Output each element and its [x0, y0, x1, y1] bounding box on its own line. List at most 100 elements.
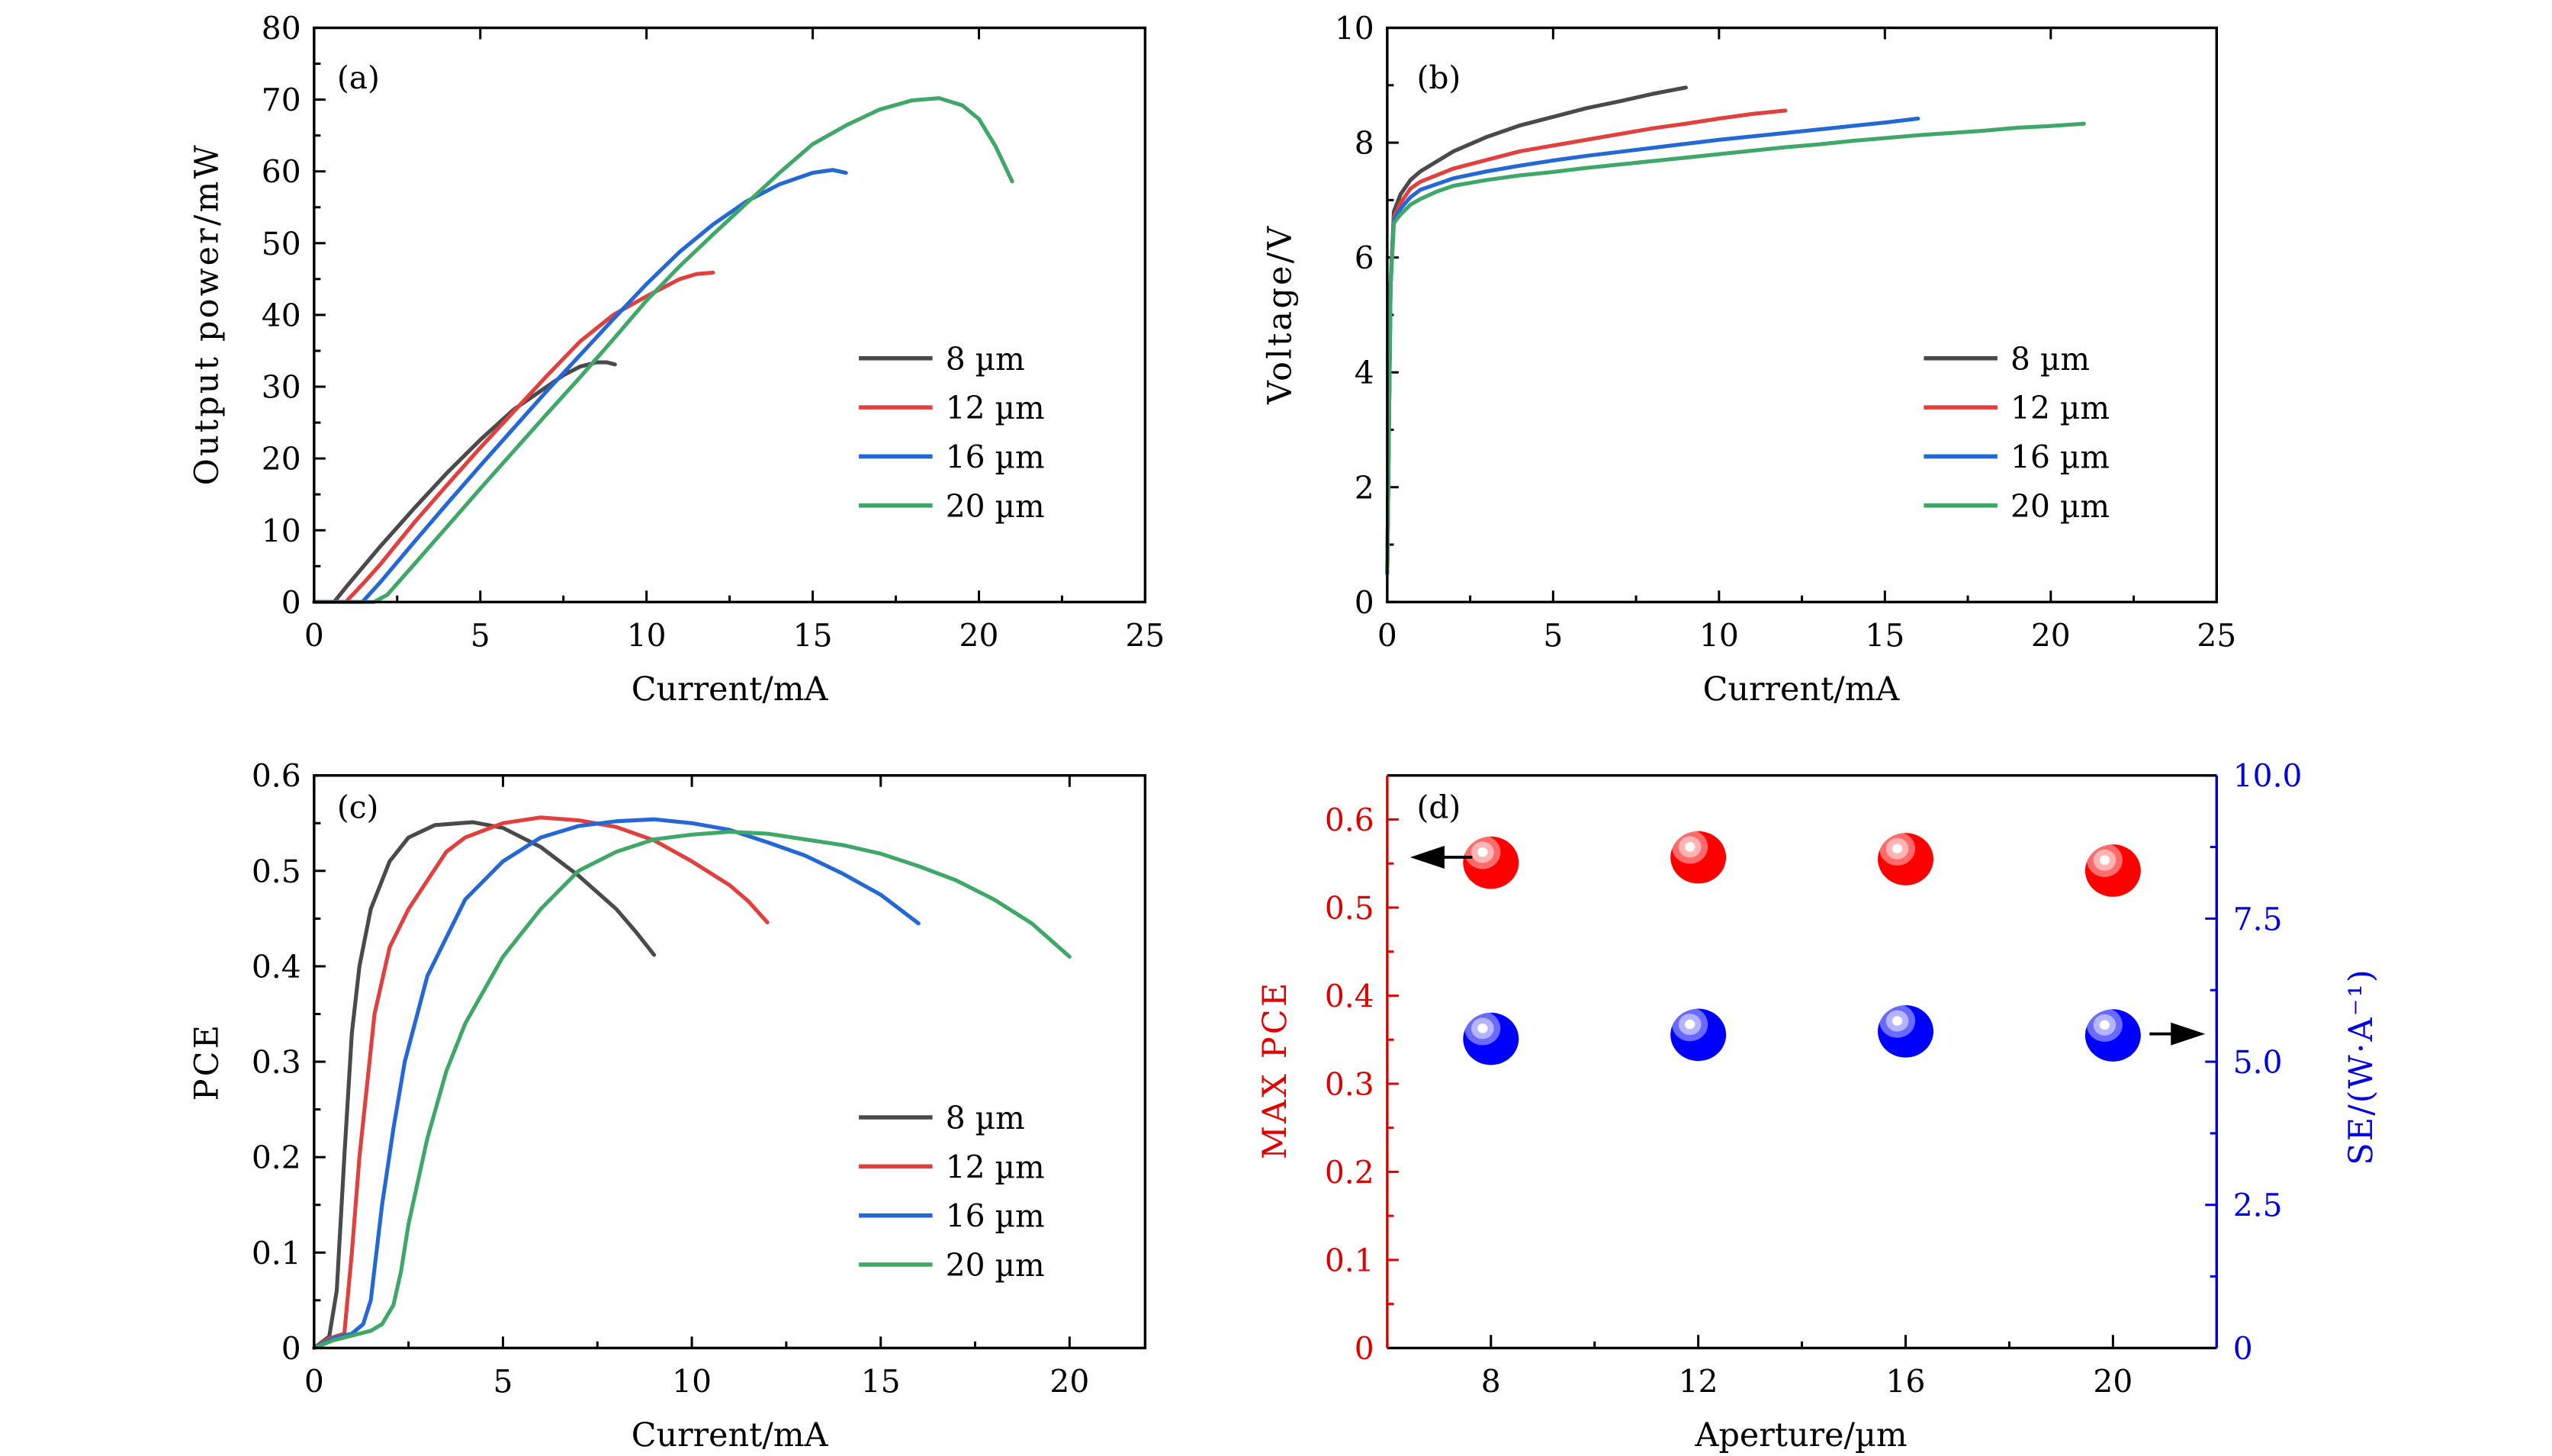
y-tick-label: 0.5: [1325, 890, 1374, 927]
series-line-12um: [312, 815, 770, 1350]
max-pce-point: [1463, 836, 1519, 889]
legend-label-8um: 8 µm: [946, 1100, 1025, 1136]
x-tick-label: 10: [672, 1363, 712, 1400]
panel-b-frame: [1386, 26, 2219, 604]
y-tick-label: 0.4: [252, 949, 301, 985]
y-tick-label: 0: [1355, 1330, 1374, 1367]
y2-tick-label: 5.0: [2233, 1044, 2283, 1081]
y-tick-label: 0.1: [1325, 1242, 1374, 1279]
legend-label-20um: 20 µm: [946, 488, 1045, 525]
x-tick-label: 5: [493, 1363, 513, 1400]
panel-b-label: (b): [1416, 59, 1461, 96]
y2-tick-label: 10.0: [2233, 758, 2303, 795]
y-tick-label: 4: [1355, 355, 1374, 391]
se-point: [1463, 1012, 1519, 1065]
y-tick-label: 0.1: [252, 1235, 301, 1271]
y2-tick-label: 7.5: [2233, 901, 2283, 937]
max-pce-point: [1670, 831, 1727, 884]
right-arrow-icon: [2149, 1022, 2206, 1046]
x-tick-label: 20: [2093, 1363, 2133, 1400]
se-point: [1670, 1008, 1727, 1062]
y-tick-label: 50: [262, 226, 301, 262]
panel-d-ylabel: MAX PCE: [1256, 981, 1294, 1160]
legend-label-12um: 12 µm: [2010, 390, 2110, 426]
y-tick-label: 60: [262, 154, 301, 191]
y2-tick-label: 0: [2233, 1330, 2253, 1367]
x-tick-label: 12: [1679, 1363, 1718, 1400]
panel-a-legend: 8 µm 12 µm 16 µm 20 µm: [859, 341, 1045, 525]
series-line-20um: [312, 96, 1014, 604]
x-tick-label: 15: [793, 617, 833, 654]
y-tick-label: 0.3: [252, 1044, 301, 1081]
y-tick-label: 70: [262, 82, 301, 119]
x-tick-label: 25: [1125, 617, 1165, 654]
y-tick-label: 0.2: [252, 1139, 301, 1176]
panel-c-label: (c): [337, 789, 379, 825]
y-tick-label: 8: [1355, 125, 1374, 162]
series-line-20um: [312, 829, 1072, 1350]
legend-label-16um: 16 µm: [946, 439, 1045, 475]
panel-d-xlabel: Aperture/µm: [1695, 1416, 1908, 1454]
y-tick-label: 10: [1335, 11, 1374, 47]
panel-c-legend: 8 µm 12 µm 16 µm 20 µm: [859, 1100, 1045, 1284]
series-line-16um: [1385, 116, 1920, 576]
y-tick-label: 20: [262, 441, 301, 477]
legend-label-8um: 8 µm: [946, 341, 1025, 378]
series-line-16um: [312, 817, 921, 1350]
panel-d-y2label: SE/(W·A⁻¹): [2342, 968, 2380, 1165]
y-tick-label: 0.4: [1325, 978, 1374, 1014]
legend-label-20um: 20 µm: [946, 1247, 1045, 1284]
panel-a-marks: 0 5 10 15 20 25 0 10 20 30 40 50 60 70 80: [262, 11, 1165, 654]
y-tick-label: 0: [281, 584, 301, 621]
x-tick-label: 15: [1865, 617, 1904, 654]
y-tick-label: 0: [1355, 584, 1374, 621]
panel-c-ylabel: PCE: [188, 1023, 226, 1101]
x-tick-label: 25: [2197, 617, 2236, 654]
y2-tick-label: 2.5: [2233, 1188, 2283, 1224]
legend-label-8um: 8 µm: [2010, 341, 2090, 378]
x-tick-label: 10: [627, 617, 667, 654]
panel-b-voltage: 0 5 10 15 20 25 0 2 4 6 8 10 (b) Current/mA Voltage…: [1261, 11, 2236, 709]
y-tick-label: 6: [1355, 240, 1374, 277]
x-tick-label: 16: [1886, 1363, 1926, 1400]
y-tick-label: 0: [281, 1330, 301, 1367]
panel-c-xlabel: Current/mA: [632, 1416, 829, 1454]
series-line-20um: [1385, 121, 2086, 576]
left-arrow-icon: [1409, 845, 1473, 869]
se-point: [1878, 1004, 1933, 1058]
panel-a-label: (a): [337, 59, 380, 96]
series-line-16um: [312, 168, 848, 604]
panel-a-xlabel: Current/mA: [632, 670, 829, 709]
y-tick-label: 0.5: [252, 853, 301, 890]
se-point: [2084, 1009, 2141, 1062]
panel-a-frame: [313, 26, 1147, 604]
series-line-8um: [312, 820, 657, 1350]
y-tick-label: 0.6: [252, 758, 301, 795]
y-tick-label: 0.3: [1325, 1066, 1374, 1103]
panel-d-marks: 8 12 16 20 0 0.1 0.2 0.3 0.4 0.5 0.6 0 2.5 5.0 7.5 10.0: [1325, 758, 2303, 1400]
series-line-12um: [312, 270, 715, 604]
x-tick-label: 5: [471, 617, 490, 654]
panel-a-output-power: 0 5 10 15 20 25 0 10 20 30 40 50 60 70 80 (a) Current/…: [188, 11, 1165, 709]
panel-d-max-pce-se: 8 12 16 20 0 0.1 0.2 0.3 0.4 0.5 0.6 0 2.5 5.0 7.5 10.0…: [1256, 758, 2380, 1454]
x-tick-label: 15: [861, 1363, 901, 1400]
legend-label-16um: 16 µm: [2010, 439, 2110, 475]
panel-a-ylabel: Output power/mW: [188, 143, 226, 485]
panel-b-marks: 0 5 10 15 20 25 0 2 4 6 8 10: [1335, 11, 2236, 654]
panel-b-legend: 8 µm 12 µm 16 µm 20 µm: [1924, 341, 2110, 525]
y-tick-label: 40: [262, 297, 301, 334]
legend-label-12um: 12 µm: [946, 390, 1045, 426]
panel-c-marks: 0 5 10 15 20 0 0.1 0.2 0.3 0.4 0.5 0.6: [252, 758, 1089, 1400]
max-pce-point: [2084, 844, 2141, 897]
x-tick-label: 5: [1543, 617, 1563, 654]
x-tick-label: 20: [959, 617, 999, 654]
y-tick-label: 30: [262, 369, 301, 406]
panel-c-pce: 0 5 10 15 20 0 0.1 0.2 0.3 0.4 0.5 0.6 (c) Current/…: [188, 758, 1147, 1454]
y-tick-label: 10: [262, 513, 301, 549]
y-tick-label: 0.6: [1325, 802, 1374, 838]
y-tick-label: 80: [262, 11, 301, 47]
x-tick-label: 0: [304, 1363, 324, 1400]
panel-d-label: (d): [1416, 789, 1461, 825]
legend-label-16um: 16 µm: [946, 1198, 1045, 1235]
